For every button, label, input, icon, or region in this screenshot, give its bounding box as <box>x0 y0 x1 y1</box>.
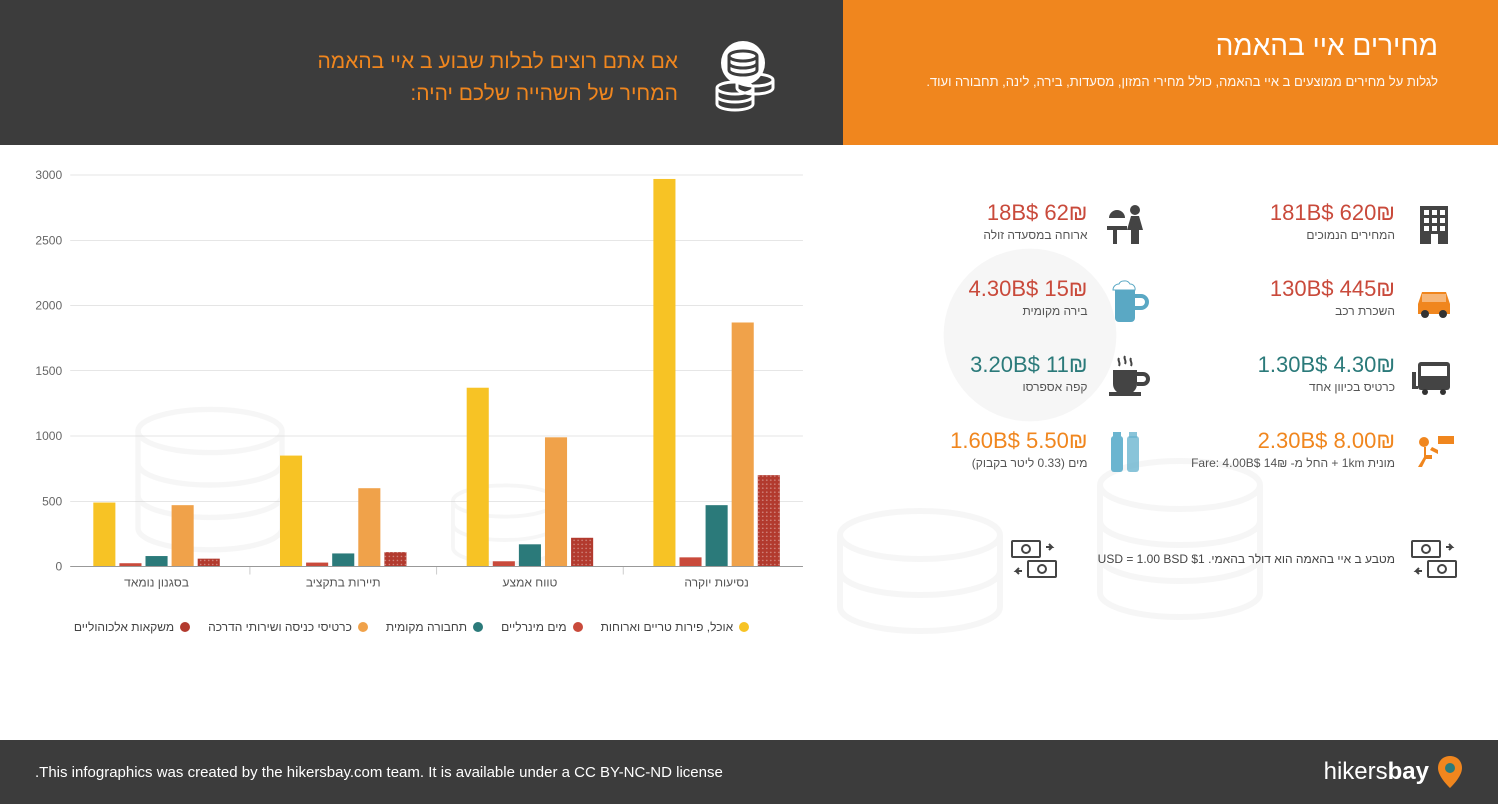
price-list: 181B$ 620₪ המחירים הנמוכים 130B$ 445₪ הש… <box>843 145 1498 740</box>
page-subtitle: לגלות על מחירים ממוצעים ב איי בהאמה, כול… <box>883 72 1438 92</box>
exchange-icon <box>1010 539 1058 579</box>
legend-item: מים מינרליים <box>501 620 583 634</box>
svg-text:500: 500 <box>42 494 62 508</box>
svg-text:2500: 2500 <box>35 233 62 247</box>
legend-item: תחבורה מקומית <box>386 620 483 634</box>
legend-label: כרטיסי כניסה ושירותי הדרכה <box>208 620 352 634</box>
price-value: 3.20B$ 11₪ <box>970 352 1087 378</box>
bar <box>280 456 302 567</box>
svg-text:טווח אמצע: טווח אמצע <box>503 576 558 590</box>
svg-text:תיירות בתקציב: תיירות בתקציב <box>306 576 381 590</box>
car-icon <box>1410 276 1458 324</box>
price-value: 1.30B$ 4.30₪ <box>1258 352 1395 378</box>
price-item: 130B$ 445₪ השכרת רכב <box>1181 276 1459 324</box>
bar <box>732 322 754 566</box>
bus-icon <box>1410 352 1458 400</box>
price-label: המחירים הנמוכים <box>1270 228 1395 242</box>
price-value: 1.60B$ 5.50₪ <box>950 428 1087 454</box>
header-right: אם אתם רוצים לבלות שבוע ב איי בהאמה המחי… <box>0 0 843 145</box>
weekly-cost-chart: 0 500 1000 1500 2000 2500 3000 בסגנון נומאד תייר… <box>10 165 813 607</box>
taxi-icon <box>1410 428 1458 476</box>
waiter-icon <box>1103 200 1151 248</box>
bar <box>306 563 328 567</box>
page-title: מחירים איי בהאמה <box>883 30 1438 62</box>
footer-credit: This infographics was created by the hik… <box>35 764 723 781</box>
price-item: 2.30B$ 8.00₪ מונית 1km + החל מ- Fare: 4.… <box>1181 428 1459 476</box>
bar <box>519 544 541 566</box>
bar <box>172 505 194 566</box>
header-right-text: אם אתם רוצים לבלות שבוע ב איי בהאמה המחי… <box>317 46 678 109</box>
svg-text:0: 0 <box>55 560 62 574</box>
brand-text-2: bay <box>1388 758 1429 785</box>
price-label: כרטיס בכיוון אחד <box>1258 380 1395 394</box>
svg-text:בסגנון נומאד: בסגנון נומאד <box>124 576 189 590</box>
header-text-1: אם אתם רוצים לבלות שבוע ב איי בהאמה <box>317 46 678 78</box>
footer: hikersbay This infographics was created … <box>0 740 1498 804</box>
price-value: 18B$ 62₪ <box>983 200 1087 226</box>
price-item: 3.20B$ 11₪ קפה אספרסו <box>873 352 1151 400</box>
bar <box>679 557 701 566</box>
coffee-icon <box>1103 352 1151 400</box>
legend-item: משקאות אלכוהוליים <box>74 620 190 634</box>
bar <box>332 553 354 566</box>
legend-label: משקאות אלכוהוליים <box>74 620 174 634</box>
legend-item: אוכל, פירות טריים וארוחות <box>601 620 750 634</box>
price-item: 1.60B$ 5.50₪ מים (0.33 ליטר בקבוק) <box>873 428 1151 476</box>
price-label: קפה אספרסו <box>970 380 1087 394</box>
bar <box>706 505 728 566</box>
legend-label: אוכל, פירות טריים וארוחות <box>601 620 734 634</box>
bar <box>93 503 115 567</box>
bar <box>467 388 489 567</box>
brand-logo: hikersbay <box>1324 756 1463 788</box>
price-label: בירה מקומית <box>969 304 1088 318</box>
header-left: מחירים איי בהאמה לגלות על מחירים ממוצעים… <box>843 0 1498 145</box>
price-value: 181B$ 620₪ <box>1270 200 1395 226</box>
chart-legend: אוכל, פירות טריים וארוחות מים מינרליים תחב… <box>10 620 813 634</box>
price-value: 4.30B$ 15₪ <box>969 276 1088 302</box>
water-icon <box>1103 428 1151 476</box>
building-icon <box>1410 200 1458 248</box>
bar <box>493 561 515 566</box>
price-item: 18B$ 62₪ ארוחה במסעדה זולה <box>873 200 1151 248</box>
svg-text:2000: 2000 <box>35 299 62 313</box>
currency-note: מטבע ב איי בהאמה הוא דולר בהאמי. $1 USD … <box>1098 539 1458 579</box>
price-label: ארוחה במסעדה זולה <box>983 228 1087 242</box>
price-label: השכרת רכב <box>1270 304 1395 318</box>
legend-item: כרטיסי כניסה ושירותי הדרכה <box>208 620 368 634</box>
legend-label: מים מינרליים <box>501 620 567 634</box>
svg-text:1500: 1500 <box>35 364 62 378</box>
bar <box>146 556 168 566</box>
bar <box>545 437 567 566</box>
coins-icon <box>703 38 783 118</box>
exchange-icon <box>1410 539 1458 579</box>
price-label: מונית 1km + החל מ- Fare: 4.00B$ 14₪ <box>1191 456 1395 470</box>
svg-text:נסיעות יוקרה: נסיעות יוקרה <box>684 576 749 590</box>
currency-note-dup <box>1010 539 1058 579</box>
pin-icon <box>1437 756 1463 788</box>
legend-label: תחבורה מקומית <box>386 620 467 634</box>
bar <box>358 488 380 566</box>
chart-pane: 0 500 1000 1500 2000 2500 3000 בסגנון נומאד תייר… <box>0 145 843 740</box>
price-value: 130B$ 445₪ <box>1270 276 1395 302</box>
svg-text:1000: 1000 <box>35 429 62 443</box>
price-item: 181B$ 620₪ המחירים הנמוכים <box>1181 200 1459 248</box>
price-item: 4.30B$ 15₪ בירה מקומית <box>873 276 1151 324</box>
bar <box>653 179 675 567</box>
currency-text: מטבע ב איי בהאמה הוא דולר בהאמי. $1 USD … <box>1098 551 1395 568</box>
price-value: 2.30B$ 8.00₪ <box>1191 428 1395 454</box>
beer-icon <box>1103 276 1151 324</box>
brand-text-1: hikers <box>1324 758 1388 785</box>
svg-text:3000: 3000 <box>35 168 62 182</box>
main: 181B$ 620₪ המחירים הנמוכים 130B$ 445₪ הש… <box>0 145 1498 740</box>
header-text-2: המחיר של השהייה שלכם יהיה: <box>317 78 678 110</box>
price-label: מים (0.33 ליטר בקבוק) <box>950 456 1087 470</box>
price-item: 1.30B$ 4.30₪ כרטיס בכיוון אחד <box>1181 352 1459 400</box>
header: מחירים איי בהאמה לגלות על מחירים ממוצעים… <box>0 0 1498 145</box>
